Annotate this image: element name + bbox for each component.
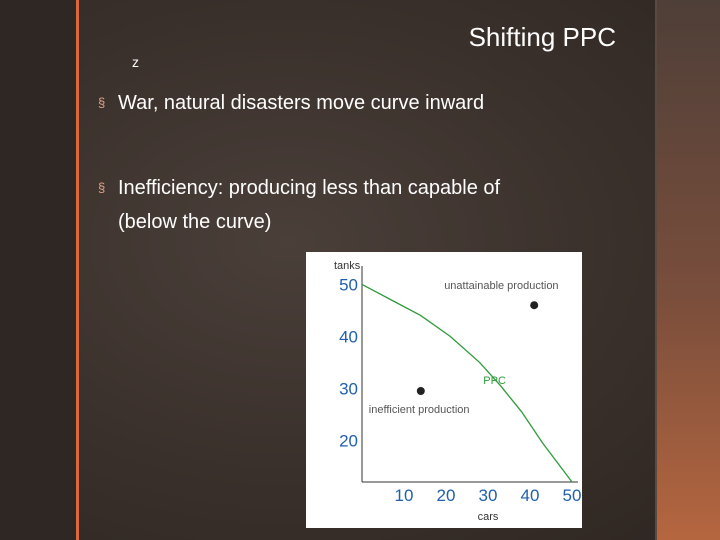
right-divider — [655, 0, 657, 540]
x-axis-label: cars — [478, 511, 499, 523]
x-tick-label: 40 — [521, 486, 540, 505]
data-point — [530, 301, 539, 310]
bullet-item: § War, natural disasters move curve inwa… — [98, 86, 618, 120]
y-tick-label: 50 — [339, 275, 358, 294]
bullet-text: War, natural disasters move curve inward — [118, 92, 485, 114]
x-tick-label: 50 — [563, 486, 582, 505]
point-label: unattainable production — [444, 280, 558, 292]
data-point — [416, 387, 425, 395]
y-tick-label: 40 — [339, 327, 358, 346]
right-decoration-band — [655, 0, 720, 540]
ppc-chart-svg: tanks cars 20 30 40 50 10 20 30 40 50 PPC unattainab… — [334, 260, 582, 523]
bullet-icon: § — [98, 180, 106, 195]
y-tick-label: 30 — [339, 379, 358, 398]
bullet-item: § Inefficiency: producing less than capa… — [98, 171, 618, 239]
bullet-text-line1: Inefficiency: producing less than capabl… — [118, 177, 501, 199]
bullet-icon: § — [98, 95, 106, 110]
ppc-chart: tanks cars 20 30 40 50 10 20 30 40 50 PPC unattainab… — [306, 252, 582, 528]
brand-icon: z — [132, 54, 139, 70]
x-tick-label: 30 — [479, 486, 498, 505]
y-axis-label: tanks — [334, 260, 361, 272]
y-tick-label: 20 — [339, 431, 358, 450]
bullet-text-line2: (below the curve) — [118, 211, 272, 233]
ppc-series-label: PPC — [483, 375, 506, 387]
left-margin-strip — [0, 0, 76, 540]
x-tick-label: 20 — [437, 486, 456, 505]
slide-title: Shifting PPC — [468, 22, 616, 52]
point-label: inefficient production — [369, 404, 470, 416]
x-tick-label: 10 — [395, 486, 414, 505]
accent-divider — [76, 0, 79, 540]
ppc-curve — [361, 283, 573, 483]
